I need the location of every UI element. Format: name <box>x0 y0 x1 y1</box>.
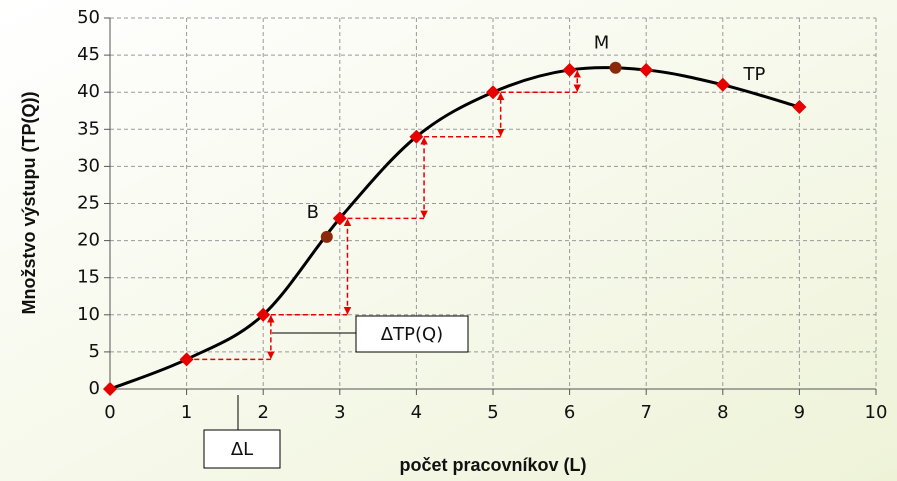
y-axis-label: Množstvo výstupu (TP(Q)) <box>19 92 39 315</box>
y-tick-label: 35 <box>77 118 100 139</box>
grid <box>104 17 877 395</box>
x-tick-label: 2 <box>257 402 268 423</box>
data-point <box>179 352 194 367</box>
data-point <box>103 382 117 396</box>
tp-curve <box>109 66 800 391</box>
y-tick-label: 10 <box>77 304 100 325</box>
y-tick-label: 15 <box>77 267 100 288</box>
x-tick-label: 6 <box>564 402 575 423</box>
data-point <box>409 129 424 144</box>
data-point <box>562 62 577 77</box>
callout-text: ΔL <box>231 439 253 460</box>
x-tick-label: 4 <box>411 402 422 423</box>
x-tick-label: 9 <box>794 402 805 423</box>
special-point <box>609 61 622 74</box>
y-tick-label: 5 <box>89 341 100 362</box>
data-point <box>486 85 500 100</box>
y-tick-label: 25 <box>77 193 100 214</box>
plot <box>103 61 807 396</box>
x-tick-label: 1 <box>181 402 192 423</box>
annotation-label: M <box>594 33 610 54</box>
x-tick-label: 0 <box>104 402 115 423</box>
data-point <box>256 307 271 322</box>
annotation-label: B <box>307 202 319 223</box>
y-tick-label: 30 <box>77 155 100 176</box>
callout-box <box>355 315 469 353</box>
callout-text: ΔTP(Q) <box>381 324 443 345</box>
x-tick-label: 3 <box>334 402 345 423</box>
x-tick-label: 5 <box>487 402 498 423</box>
y-tick-label: 40 <box>77 81 100 102</box>
series-label: TP <box>742 64 765 85</box>
y-tick-label: 50 <box>77 7 100 28</box>
x-tick-label: 8 <box>717 402 728 423</box>
y-tick-label: 20 <box>77 230 100 251</box>
x-tick-label: 7 <box>640 402 651 423</box>
x-tick-label: 10 <box>865 402 888 423</box>
y-tick-label: 0 <box>89 378 100 399</box>
special-point <box>320 230 333 243</box>
data-point <box>715 77 730 92</box>
y-tick-label: 45 <box>77 44 100 65</box>
x-axis-label: počet pracovníkov (L) <box>399 455 586 475</box>
data-point <box>792 100 807 115</box>
data-point <box>639 62 654 77</box>
data-point <box>332 211 347 226</box>
callout-box <box>203 429 281 469</box>
